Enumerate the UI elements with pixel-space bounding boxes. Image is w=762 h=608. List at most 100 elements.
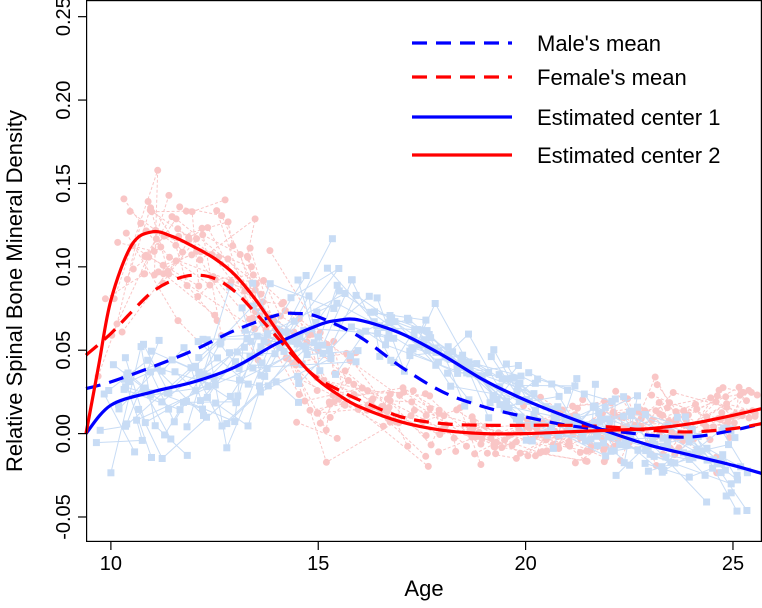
data-point	[564, 441, 572, 449]
data-point	[596, 418, 604, 426]
data-point	[109, 361, 117, 369]
data-point	[293, 418, 301, 426]
data-point	[408, 398, 416, 406]
data-point	[727, 489, 735, 497]
data-point	[534, 375, 542, 383]
data-point	[680, 407, 688, 415]
data-point	[739, 388, 747, 396]
data-point	[422, 452, 430, 460]
data-point	[348, 276, 355, 284]
data-point	[244, 254, 252, 261]
data-point	[490, 346, 498, 354]
x-axis-title: Age	[404, 576, 443, 601]
data-point	[693, 405, 701, 413]
individual-trajectory	[625, 441, 663, 473]
individual-trajectory	[123, 379, 152, 458]
data-point	[431, 344, 439, 352]
data-point	[199, 405, 206, 413]
data-point	[333, 434, 341, 442]
y-axis-title: Relative Spinal Bone Mineral Density	[2, 110, 27, 472]
individual-trajectory	[100, 366, 207, 431]
data-point	[487, 353, 495, 361]
data-point	[502, 360, 510, 368]
data-point	[465, 330, 472, 338]
data-point	[115, 405, 123, 413]
data-point	[426, 405, 434, 412]
data-point	[101, 295, 109, 303]
data-point	[354, 347, 362, 355]
data-point	[605, 433, 613, 441]
y-tick-label: 0.15	[53, 164, 75, 203]
data-point	[548, 380, 556, 388]
data-point	[444, 343, 452, 351]
data-point	[206, 281, 214, 289]
data-point	[264, 382, 272, 390]
data-point	[703, 444, 711, 452]
data-point	[440, 412, 448, 420]
data-point	[436, 431, 444, 438]
x-tick-label: 15	[307, 553, 329, 575]
x-tick-label: 25	[722, 553, 744, 575]
plot-frame	[85, 0, 762, 542]
data-point	[260, 336, 268, 344]
individual-trajectory	[387, 398, 554, 449]
data-point	[620, 459, 628, 467]
data-point	[478, 372, 486, 380]
data-point	[284, 337, 292, 345]
legend-label: Estimated center 2	[537, 143, 720, 168]
data-point	[295, 391, 303, 398]
data-point	[390, 334, 398, 342]
data-point	[154, 166, 162, 174]
data-point	[660, 467, 668, 474]
data-point	[282, 328, 290, 336]
data-point	[212, 399, 220, 407]
data-point	[256, 382, 263, 390]
data-point	[735, 383, 743, 391]
individual-trajectory	[215, 345, 305, 427]
data-point	[685, 438, 693, 446]
data-point	[548, 424, 555, 432]
data-point	[498, 444, 506, 451]
individual-trajectory	[646, 407, 707, 448]
data-point	[431, 300, 439, 307]
individual-trajectory	[407, 317, 431, 339]
data-point	[404, 442, 412, 450]
data-point	[233, 348, 241, 356]
individual-trajectory	[129, 210, 218, 321]
male-mean-line	[85, 311, 762, 439]
data-point	[122, 422, 129, 430]
individual-trajectory	[478, 422, 588, 462]
data-point	[461, 402, 469, 410]
data-point	[424, 346, 432, 354]
data-point	[723, 400, 731, 408]
data-point	[487, 435, 495, 442]
individual-trajectory	[147, 201, 183, 253]
data-point	[319, 341, 327, 349]
data-point	[423, 327, 431, 335]
data-point	[358, 384, 366, 392]
data-point	[415, 341, 423, 349]
data-point	[147, 347, 155, 355]
individual-trajectory	[132, 246, 162, 270]
individual-trajectory	[335, 330, 500, 388]
data-point	[244, 422, 252, 430]
data-point	[96, 426, 104, 434]
data-point	[224, 218, 232, 226]
data-point	[158, 367, 166, 375]
data-point	[747, 388, 755, 396]
data-point	[531, 379, 539, 387]
data-point	[516, 449, 524, 457]
individual-trajectory	[669, 402, 721, 421]
individual-trajectory	[388, 322, 439, 363]
individual-trajectory	[132, 245, 201, 266]
data-point	[447, 382, 455, 390]
data-point	[347, 323, 355, 331]
data-point	[552, 414, 560, 422]
data-point	[468, 433, 476, 441]
data-point	[626, 461, 634, 469]
data-point	[92, 439, 100, 447]
data-point	[159, 261, 167, 269]
data-point	[409, 387, 417, 395]
data-point	[532, 452, 539, 460]
data-point	[217, 338, 225, 346]
